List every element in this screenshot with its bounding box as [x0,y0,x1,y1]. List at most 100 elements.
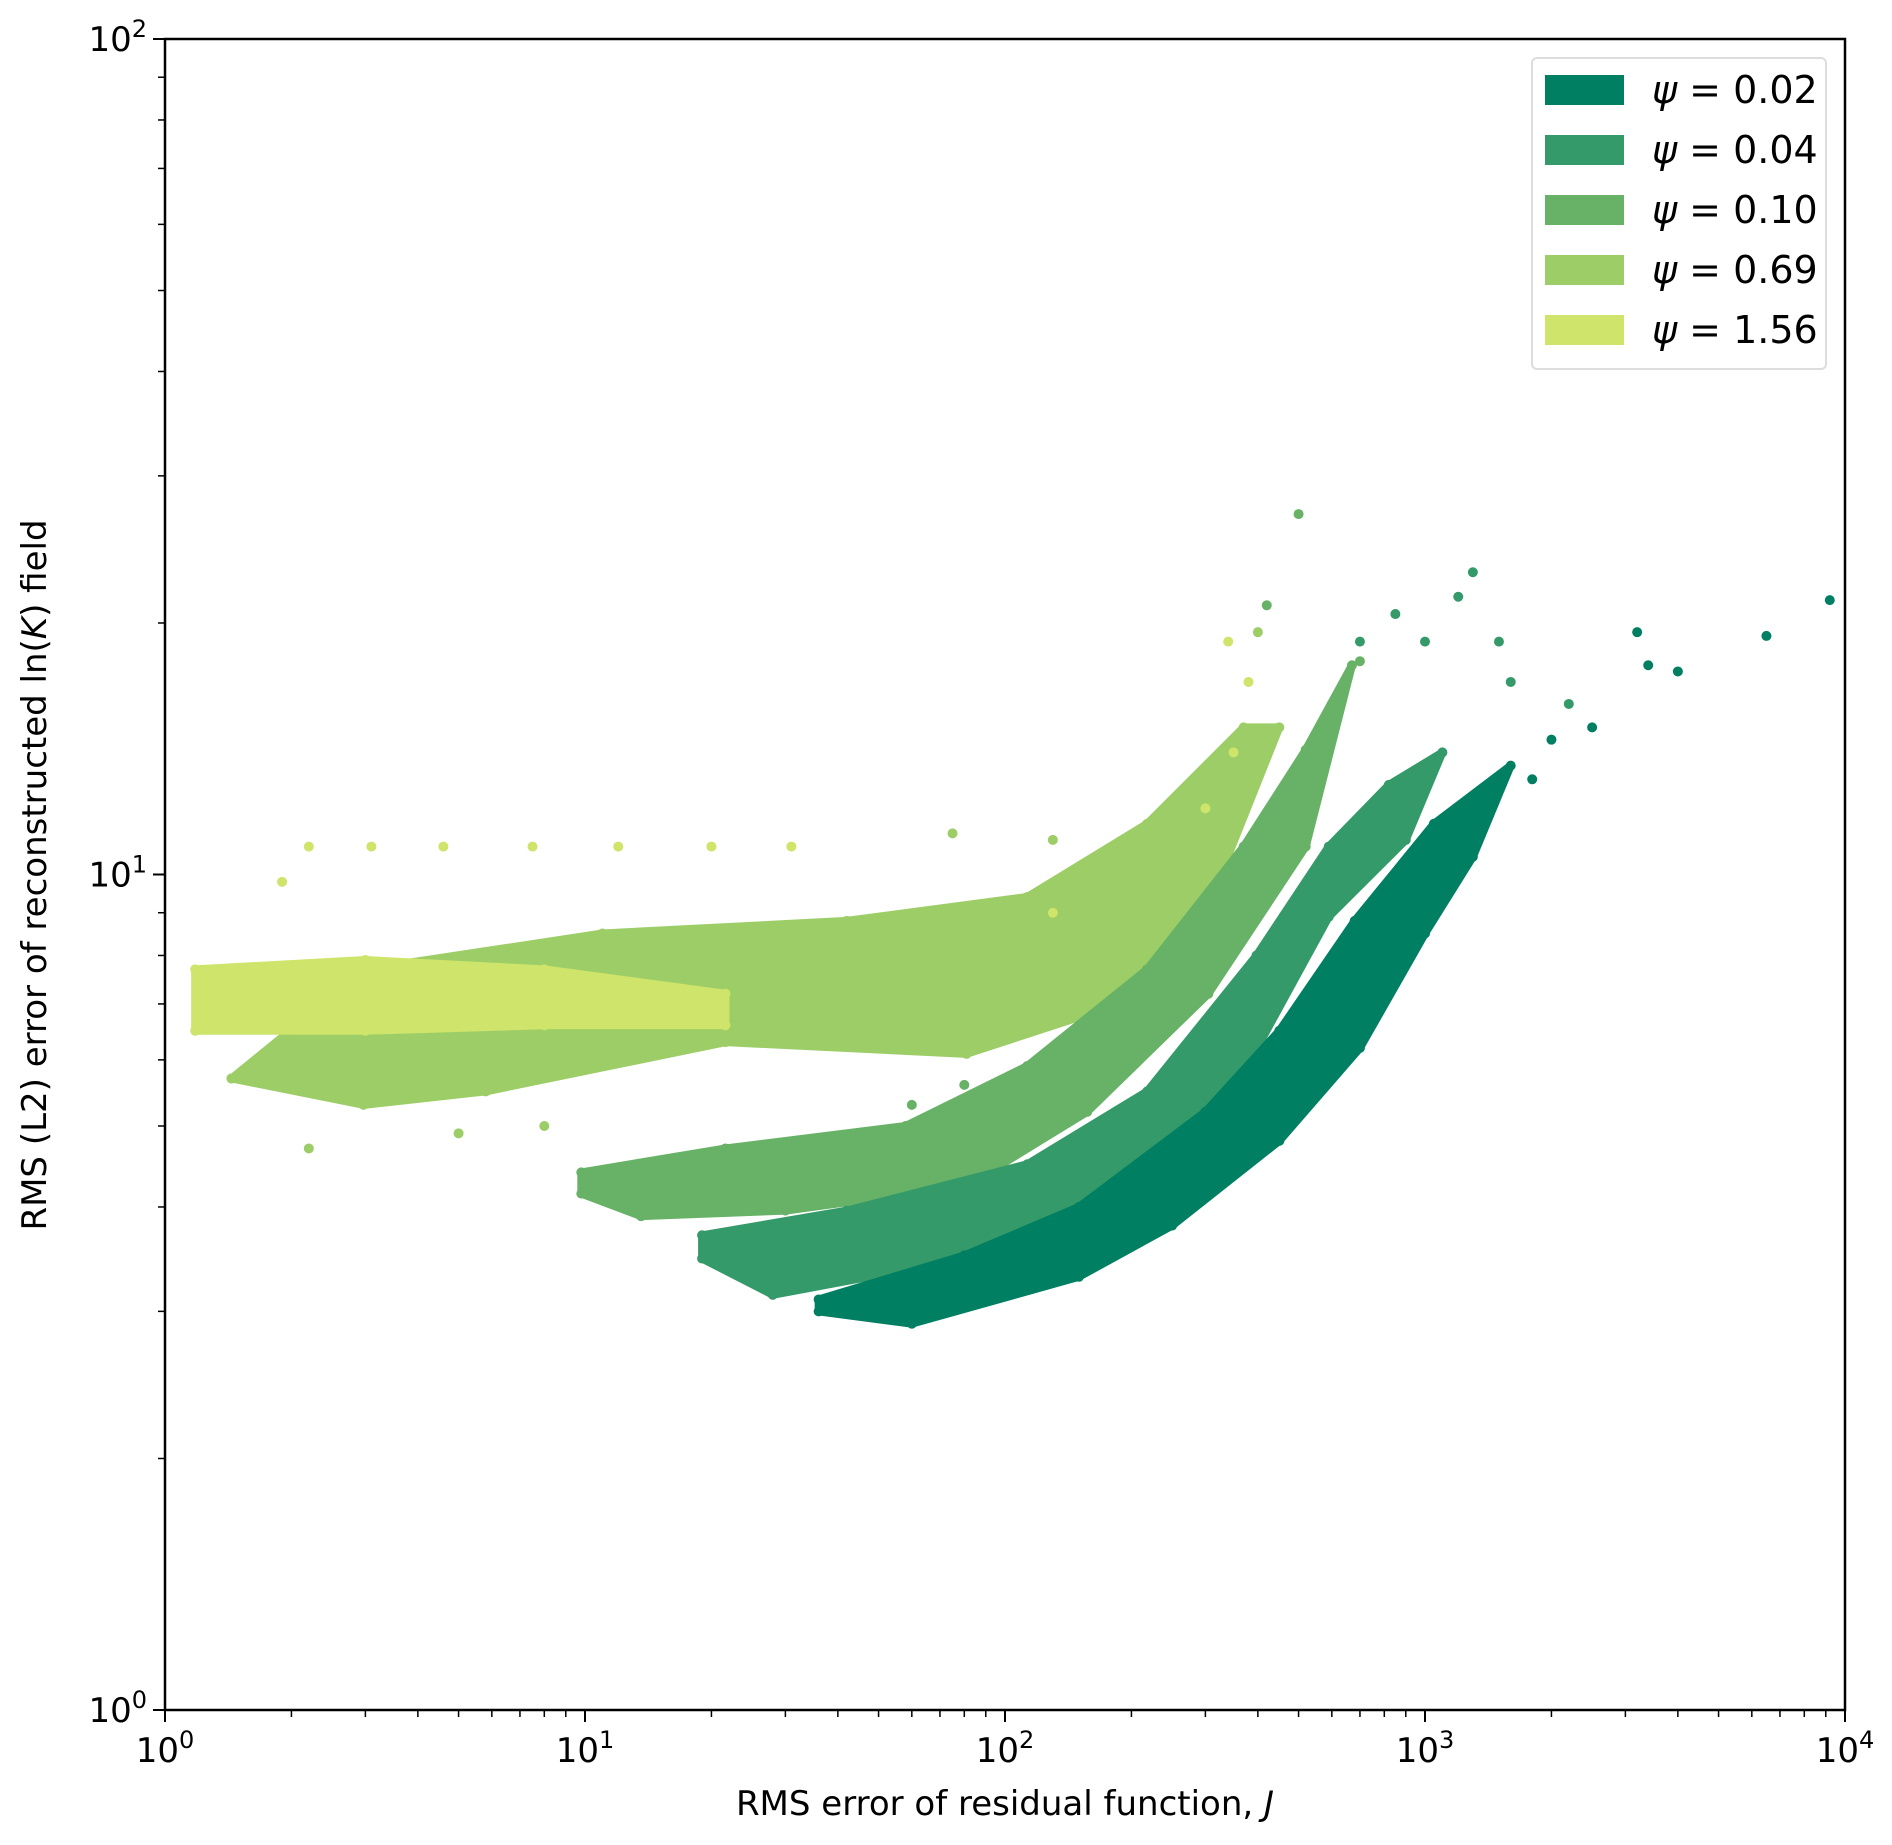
x-tick-label: 104 [1816,1726,1875,1771]
legend-label: ψ = 1.56 [1652,308,1818,352]
data-point [1323,841,1334,852]
data-point [1354,636,1365,647]
data-point [697,1253,708,1264]
data-point [720,988,731,999]
data-point [1082,1106,1093,1117]
data-point [1251,950,1262,961]
data-point [1354,1042,1365,1053]
legend-item-0.04: ψ = 0.04 [1545,128,1818,172]
data-point [1400,834,1411,845]
data-point [226,1073,237,1084]
legend-swatch [1545,75,1624,105]
data-point [1420,928,1430,939]
data-point [1323,911,1334,922]
data-point [360,955,371,966]
data-point [1022,1159,1033,1170]
legend: ψ = 0.02 ψ = 0.04 ψ = 0.10 ψ = 0.69 ψ = 1.56 [1531,57,1827,370]
data-point [959,1250,970,1261]
point-cloud-0.04 [698,748,1447,1299]
data-point [1672,666,1683,677]
plot-area [190,509,1835,1329]
x-tick-label: 101 [556,1726,615,1771]
data-point [1228,747,1239,758]
series-1.56 [190,636,1254,1036]
data-point [527,841,538,852]
data-point [1252,627,1263,638]
data-point [277,876,288,887]
data-point [720,1020,731,1031]
data-point [813,1294,824,1305]
data-point [597,928,608,939]
data-point [813,1306,824,1317]
x-tick-label: 100 [136,1726,195,1771]
legend-item-1.56: ψ = 1.56 [1545,308,1818,352]
data-point [1022,1060,1033,1071]
data-point [767,1289,778,1300]
data-point [697,1230,708,1241]
data-point [539,1020,550,1031]
data-point [1300,744,1311,755]
data-point [1390,609,1401,620]
data-point [1073,1271,1084,1282]
data-point [720,1037,731,1048]
legend-label: ψ = 0.04 [1652,128,1818,172]
data-point [1300,841,1311,852]
legend-swatch [1545,315,1624,345]
data-point [1349,915,1360,926]
data-point [786,841,797,852]
data-point [453,1128,464,1139]
data-point [1261,600,1272,611]
data-point [1467,851,1478,862]
data-point [841,915,852,926]
data-point [303,841,314,852]
data-point [1326,698,1337,709]
data-point [1587,722,1598,733]
data-point [1200,1106,1211,1117]
data-point [1200,803,1211,814]
data-point [1824,595,1835,606]
y-tick-label: 100 [88,1686,147,1731]
data-point [1437,747,1448,758]
data-point [1073,1201,1084,1212]
y-axis-label: RMS (L2) error of reconstructed ln(K) fi… [15,519,55,1230]
series-0.04 [697,567,1574,1300]
data-point [1420,636,1430,647]
data-point [1346,660,1357,671]
data-point [1493,636,1504,647]
data-point [576,1167,587,1178]
data-point [1453,591,1464,602]
data-point [1428,818,1439,829]
data-point [539,1121,550,1132]
data-point [906,1099,917,1110]
legend-item-0.02: ψ = 0.02 [1545,68,1818,112]
legend-item-0.69: ψ = 0.69 [1545,248,1818,292]
axis-ticks: 100 101 102 103 104 100 101 102 [88,15,1874,1771]
x-axis-label: RMS error of residual function, J [736,1784,1274,1824]
data-point [1505,676,1516,687]
legend-swatch [1545,135,1624,165]
data-point [636,1211,647,1222]
data-point [1047,907,1058,918]
x-tick-label: 103 [1396,1726,1455,1771]
legend-label: ψ = 0.02 [1652,68,1818,112]
data-point [1022,891,1033,902]
data-point [959,1079,970,1090]
data-point [438,841,449,852]
data-point [1142,818,1153,829]
legend-swatch [1545,255,1624,285]
point-cloud-0.10 [577,661,1356,1221]
y-tick-label: 102 [88,15,147,60]
data-point [720,1143,731,1154]
data-point [613,841,624,852]
data-point [906,1318,917,1329]
y-tick-label: 101 [88,851,147,896]
data-point [1354,656,1365,667]
data-point [1274,1025,1285,1036]
data-point [1142,964,1153,975]
data-point [539,964,550,975]
legend-item-0.10: ψ = 0.10 [1545,188,1818,232]
data-point [1142,1086,1153,1097]
data-point [1047,834,1058,845]
data-point [190,964,201,975]
